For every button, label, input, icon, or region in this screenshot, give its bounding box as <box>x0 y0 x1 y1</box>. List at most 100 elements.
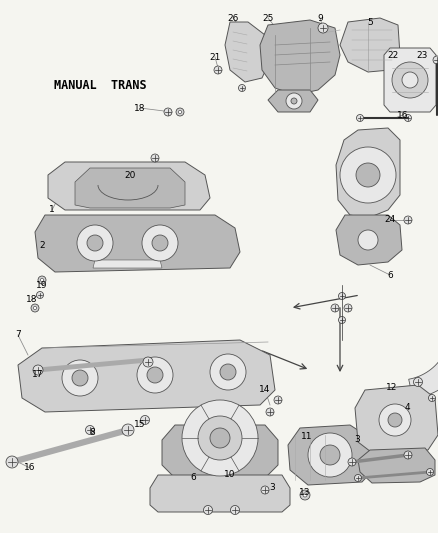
Circle shape <box>203 505 212 514</box>
Text: 19: 19 <box>36 280 48 289</box>
Circle shape <box>219 364 236 380</box>
Polygon shape <box>35 215 240 272</box>
Text: 26: 26 <box>227 13 238 22</box>
Text: 18: 18 <box>134 103 145 112</box>
Circle shape <box>356 115 363 122</box>
Polygon shape <box>259 20 339 95</box>
Text: 21: 21 <box>209 52 220 61</box>
Text: 14: 14 <box>259 385 270 394</box>
Polygon shape <box>357 448 434 483</box>
Circle shape <box>432 56 438 64</box>
Text: MANUAL  TRANS: MANUAL TRANS <box>53 78 146 92</box>
Circle shape <box>403 451 411 459</box>
Text: 17: 17 <box>32 370 44 379</box>
Text: 8: 8 <box>89 429 95 438</box>
Text: 12: 12 <box>385 384 397 392</box>
Text: 11: 11 <box>300 432 312 441</box>
Circle shape <box>182 400 258 476</box>
Text: 3: 3 <box>268 483 274 492</box>
Polygon shape <box>383 48 435 112</box>
Polygon shape <box>18 340 274 412</box>
Circle shape <box>151 154 159 162</box>
Circle shape <box>122 424 134 436</box>
Circle shape <box>427 394 434 401</box>
Text: 24: 24 <box>384 215 395 224</box>
Circle shape <box>401 72 417 88</box>
Polygon shape <box>150 475 290 512</box>
Text: 9: 9 <box>316 13 322 22</box>
Text: 16: 16 <box>396 110 408 119</box>
Polygon shape <box>287 425 374 485</box>
Circle shape <box>164 108 172 116</box>
Circle shape <box>230 505 239 514</box>
Circle shape <box>85 425 94 434</box>
Circle shape <box>391 62 427 98</box>
Circle shape <box>403 216 411 224</box>
Text: 20: 20 <box>124 171 135 180</box>
Circle shape <box>338 293 345 300</box>
Circle shape <box>317 23 327 33</box>
Circle shape <box>307 433 351 477</box>
Circle shape <box>72 370 88 386</box>
Text: 23: 23 <box>415 51 427 60</box>
Polygon shape <box>408 295 438 399</box>
Text: 13: 13 <box>299 489 310 497</box>
Text: 10: 10 <box>224 471 235 480</box>
Polygon shape <box>354 385 437 455</box>
Circle shape <box>178 110 181 114</box>
Circle shape <box>238 85 245 92</box>
Text: 6: 6 <box>190 473 195 482</box>
Circle shape <box>33 365 43 375</box>
Circle shape <box>213 66 222 74</box>
Circle shape <box>152 235 168 251</box>
Circle shape <box>6 456 18 468</box>
Circle shape <box>343 304 351 312</box>
Circle shape <box>378 404 410 436</box>
Text: 6: 6 <box>386 271 392 279</box>
Text: 4: 4 <box>403 403 409 413</box>
Circle shape <box>319 445 339 465</box>
Circle shape <box>387 413 401 427</box>
Circle shape <box>198 416 241 460</box>
Text: 2: 2 <box>39 240 45 249</box>
Polygon shape <box>267 90 317 112</box>
Circle shape <box>354 474 360 481</box>
Circle shape <box>290 98 297 104</box>
Text: 7: 7 <box>15 330 21 340</box>
Polygon shape <box>335 128 399 218</box>
Text: 18: 18 <box>26 295 38 304</box>
Circle shape <box>338 317 345 324</box>
Circle shape <box>87 235 103 251</box>
Text: 1: 1 <box>49 206 55 214</box>
Circle shape <box>36 292 43 298</box>
Circle shape <box>285 93 301 109</box>
Polygon shape <box>335 215 401 265</box>
Polygon shape <box>75 168 184 208</box>
Text: 25: 25 <box>262 13 273 22</box>
Polygon shape <box>48 162 209 210</box>
Circle shape <box>403 115 410 122</box>
Circle shape <box>261 486 268 494</box>
Circle shape <box>426 469 432 475</box>
Circle shape <box>176 108 184 116</box>
Text: 15: 15 <box>134 421 145 430</box>
Circle shape <box>31 304 39 312</box>
Circle shape <box>273 396 281 404</box>
Text: 5: 5 <box>366 18 372 27</box>
Circle shape <box>302 493 306 497</box>
Text: 22: 22 <box>386 51 398 60</box>
Circle shape <box>40 278 43 281</box>
Circle shape <box>77 225 113 261</box>
Circle shape <box>299 490 309 500</box>
Circle shape <box>38 276 46 284</box>
Circle shape <box>147 367 162 383</box>
Circle shape <box>413 377 421 386</box>
Circle shape <box>330 304 338 312</box>
Circle shape <box>137 357 173 393</box>
Circle shape <box>347 458 355 466</box>
Circle shape <box>209 428 230 448</box>
Circle shape <box>33 306 36 310</box>
Circle shape <box>141 225 177 261</box>
Circle shape <box>265 408 273 416</box>
Circle shape <box>339 147 395 203</box>
